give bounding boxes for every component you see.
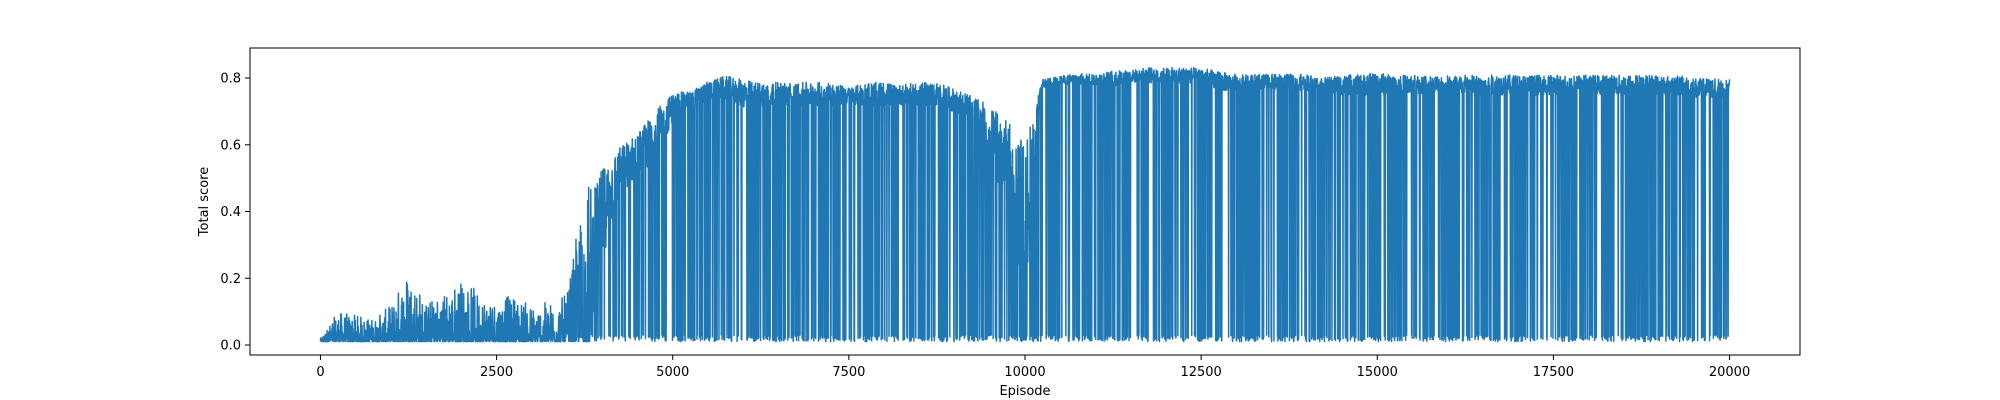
y-tick-label: 0.8 xyxy=(220,72,241,87)
y-tick-label: 0.0 xyxy=(220,338,241,353)
x-tick-label: 17500 xyxy=(1533,365,1574,380)
y-axis: 0.0 0.2 0.4 0.6 0.8 xyxy=(220,72,250,353)
y-tick-label: 0.4 xyxy=(220,205,241,220)
series-layer xyxy=(319,66,1731,343)
x-tick-label: 7500 xyxy=(832,365,865,380)
y-tick-label: 0.6 xyxy=(220,138,241,153)
y-tick-label: 0.2 xyxy=(220,272,241,287)
x-tick-label: 0 xyxy=(316,365,324,380)
series-line xyxy=(319,66,1731,343)
x-tick-label: 10000 xyxy=(1004,365,1045,380)
x-tick-label: 2500 xyxy=(480,365,513,380)
x-axis-label: Episode xyxy=(999,384,1050,399)
x-tick-label: 5000 xyxy=(656,365,689,380)
y-axis-label: Total score xyxy=(197,167,212,237)
x-tick-label: 12500 xyxy=(1180,365,1221,380)
x-axis: 0 2500 5000 7500 10000 12500 15000 17500 20000 xyxy=(316,355,1750,380)
x-tick-label: 20000 xyxy=(1709,365,1750,380)
x-tick-label: 15000 xyxy=(1357,365,1398,380)
